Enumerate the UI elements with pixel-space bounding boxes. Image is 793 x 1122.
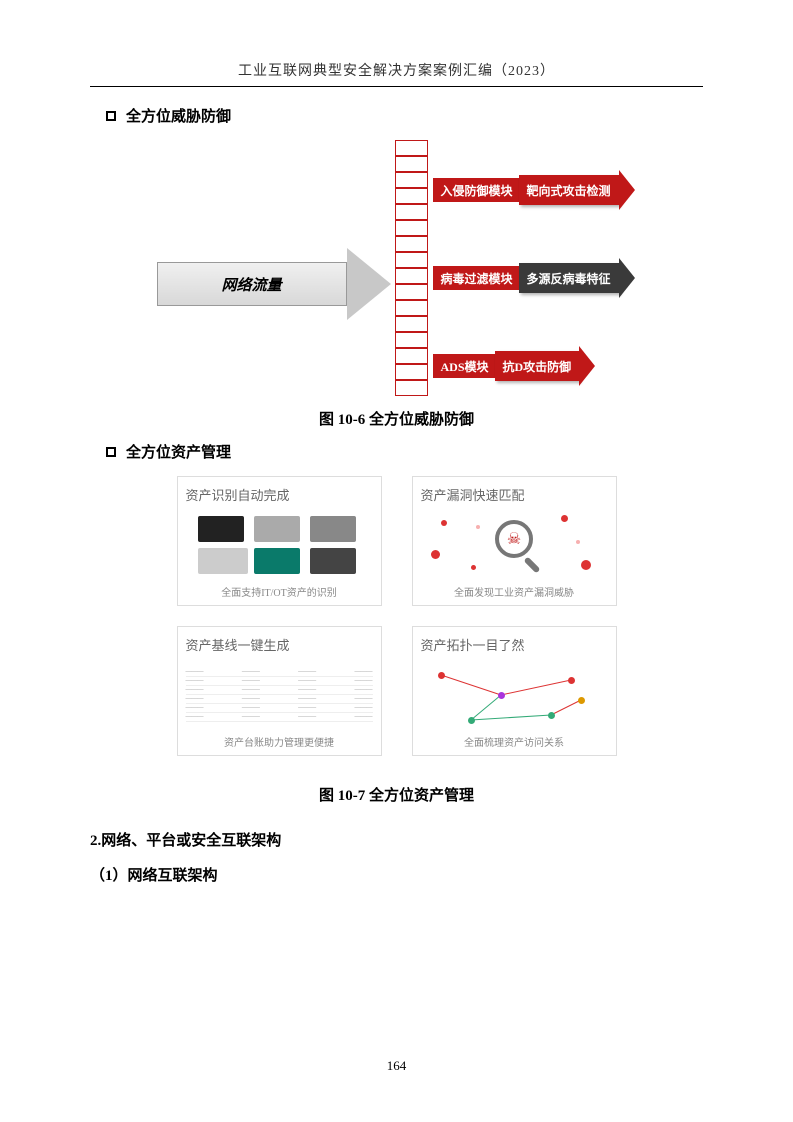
section-2-heading: 2.网络、平台或安全互联架构 [90, 829, 703, 850]
card-title: 资产漏洞快速匹配 [421, 485, 608, 504]
defense-row-1: 入侵防御模块 靶向式攻击检测 [433, 170, 635, 210]
bullet-label: 全方位资产管理 [126, 441, 231, 462]
page-header: 工业互联网典型安全解决方案案例汇编（2023） [90, 60, 703, 87]
figure-10-7: 资产识别自动完成 全面支持IT/OT资产的识别 资产漏洞快速匹配 ☠ 全面发现工… [177, 476, 617, 756]
firewall-icon [395, 140, 428, 396]
table-icon: ———————————— ———————————— ———————————— —… [186, 668, 373, 722]
defense-row-2: 病毒过滤模块 多源反病毒特征 [433, 258, 635, 298]
card-title: 资产拓扑一目了然 [421, 635, 608, 654]
bullet-icon [106, 447, 116, 457]
bullet-icon [106, 111, 116, 121]
card-title: 资产识别自动完成 [186, 485, 373, 504]
arrow-head-icon [619, 258, 635, 298]
output-arrow: 抗D攻击防御 [495, 346, 596, 386]
card-title: 资产基线一键生成 [186, 635, 373, 654]
arrow-head-icon [619, 170, 635, 210]
defense-row-3: ADS模块 抗D攻击防御 [433, 346, 596, 386]
bullet-threat-defense: 全方位威胁防御 [106, 105, 703, 126]
topology-icon [421, 660, 608, 730]
bullet-label: 全方位威胁防御 [126, 105, 231, 126]
module-label: 病毒过滤模块 [433, 266, 521, 290]
card-baseline: 资产基线一键生成 ———————————— ———————————— —————… [177, 626, 382, 756]
traffic-arrow: 网络流量 [157, 248, 391, 320]
card-foot: 全面梳理资产访问关系 [421, 734, 608, 749]
card-foot: 全面支持IT/OT资产的识别 [186, 584, 373, 599]
arrow-head-icon [347, 248, 391, 320]
traffic-label: 网络流量 [157, 262, 347, 306]
figure-10-6: 网络流量 入侵防御模块 靶向式攻击检测 病毒过滤模块 多源反病毒特征 ADS模块 [157, 140, 637, 400]
card-foot: 全面发现工业资产漏洞威胁 [421, 584, 608, 599]
card-vuln-match: 资产漏洞快速匹配 ☠ 全面发现工业资产漏洞威胁 [412, 476, 617, 606]
card-foot: 资产台账助力管理更便捷 [186, 734, 373, 749]
output-arrow: 多源反病毒特征 [519, 258, 635, 298]
arrow-label: 靶向式攻击检测 [519, 175, 619, 205]
card-asset-identify: 资产识别自动完成 全面支持IT/OT资产的识别 [177, 476, 382, 606]
devices-icon [198, 516, 360, 574]
module-label: ADS模块 [433, 354, 497, 378]
page-number: 164 [0, 1058, 793, 1074]
card-topology: 资产拓扑一目了然 [412, 626, 617, 756]
arrow-label: 抗D攻击防御 [495, 351, 580, 381]
arrow-head-icon [579, 346, 595, 386]
arrow-label: 多源反病毒特征 [519, 263, 619, 293]
figure-10-6-caption: 图 10-6 全方位威胁防御 [90, 408, 703, 429]
figure-10-7-caption: 图 10-7 全方位资产管理 [90, 784, 703, 805]
module-label: 入侵防御模块 [433, 178, 521, 202]
output-arrow: 靶向式攻击检测 [519, 170, 635, 210]
subsection-1-heading: （1）网络互联架构 [90, 864, 703, 885]
bullet-asset-mgmt: 全方位资产管理 [106, 441, 703, 462]
magnifier-icon: ☠ [489, 520, 539, 570]
